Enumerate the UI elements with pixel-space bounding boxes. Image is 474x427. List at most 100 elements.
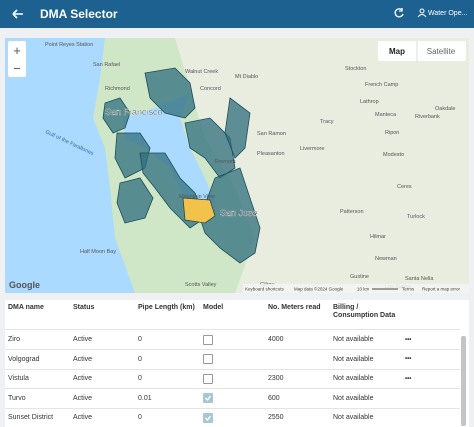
place-label: Newman (375, 256, 397, 262)
status-cell: Active (73, 336, 93, 343)
place-label: Stockton (345, 66, 366, 72)
column-header: DMA name (8, 304, 44, 311)
table-row[interactable]: Volgograd Active 0 Not available ••• (5, 350, 460, 370)
map-data: Map data ©2024 Google (294, 286, 344, 292)
place-label: Richmond (105, 86, 130, 92)
menu-cell[interactable]: ••• (405, 356, 412, 362)
place-label: Fremont (215, 159, 236, 165)
user-icon[interactable] (417, 8, 427, 18)
selected-dma[interactable] (182, 197, 216, 224)
place-label: Scotts Valley (185, 282, 217, 288)
meters-cell: 2300 (268, 375, 284, 382)
place-label: Riverbank (415, 114, 440, 120)
name-cell: Turvo (8, 394, 26, 402)
scrollbar[interactable] (461, 336, 466, 426)
model-checkbox[interactable] (203, 334, 213, 345)
dma-polygons[interactable] (102, 67, 261, 264)
place-label: Mountain View (179, 194, 215, 200)
column-header: Model (203, 304, 224, 311)
place-label: San Rafael (93, 62, 120, 68)
google-logo: Google (9, 280, 40, 290)
satellite-button[interactable]: Satellite (427, 47, 456, 56)
place-label: Ripon (385, 130, 399, 136)
place-label: San Jose (220, 208, 258, 218)
pipe-cell: 0 (138, 375, 142, 382)
back-button[interactable] (12, 9, 23, 19)
model-cell (203, 330, 263, 349)
scale: 10 km (357, 287, 370, 292)
billing-cell: Not available (333, 375, 374, 382)
model-cell (203, 369, 263, 388)
zoom-control: + − (8, 41, 26, 77)
place-label: Turlock (407, 214, 425, 220)
column-header: Status (73, 304, 95, 311)
billing-cell: Not available (333, 414, 374, 421)
name-cell: Vistula (8, 375, 29, 382)
place-label: Oakdale (435, 106, 456, 112)
model-checkbox[interactable] (203, 412, 213, 423)
map[interactable]: Map Satellite + − Point Reyes Station San… (5, 38, 469, 293)
app-bar-icons (12, 8, 427, 19)
model-cell (203, 389, 263, 408)
place-label: Concord (200, 86, 221, 92)
ocean (5, 38, 135, 293)
map-type-control: Map Satellite (378, 41, 466, 61)
place-label: Lathrop (360, 99, 379, 105)
terms[interactable]: Terms (402, 287, 415, 292)
meters-cell: 2550 (268, 414, 284, 421)
pipe-cell: 0 (138, 355, 142, 363)
zoom-in[interactable]: + (13, 43, 21, 58)
place-label: Hilmar (370, 234, 386, 240)
status-cell: Active (73, 394, 93, 402)
user-name[interactable]: Water Ope... (428, 10, 468, 17)
billing-cell: Not available (333, 394, 374, 402)
model-cell (203, 350, 263, 369)
place-label: Santa Nella (405, 276, 434, 282)
menu-cell[interactable]: ••• (405, 336, 412, 343)
place-label: Mt Diablo (235, 74, 258, 80)
model-checkbox[interactable] (203, 373, 213, 384)
zoom-out[interactable]: − (13, 61, 21, 76)
shortcuts[interactable]: Keyboard shortcuts (245, 287, 285, 292)
header-row: DMA name Status Pipe Length (km) Model No. M… (5, 300, 460, 330)
place-label: San Francisco (105, 107, 163, 117)
table-row[interactable]: Ziro Active 0 4000 Not available ••• (5, 330, 460, 350)
place-label: Pleasanton (257, 151, 285, 157)
place-label: Ceres (397, 184, 412, 190)
pipe-cell: 0 (138, 414, 142, 421)
app-bar: DMA Selector Water Ope... (0, 0, 474, 28)
place-label: Gustine (350, 274, 369, 280)
model-checkbox[interactable] (203, 393, 213, 403)
report[interactable]: Report a map error (422, 287, 461, 292)
title: DMA Selector (40, 7, 118, 21)
bay (123, 93, 215, 213)
refresh-button[interactable] (394, 8, 404, 18)
billing-cell: Not available (333, 355, 374, 363)
table-row[interactable]: Vistula Active 0 2300 Not available ••• (5, 369, 460, 389)
menu-cell[interactable]: ••• (405, 375, 412, 382)
name-cell: Ziro (8, 336, 21, 343)
pipe-cell: 0.01 (138, 394, 152, 402)
place-label: Tracy (320, 119, 334, 125)
place-label: Half Moon Bay (80, 249, 116, 255)
map-button[interactable]: Map (389, 47, 405, 56)
table-row[interactable]: Turvo Active 0.01 600 Not available (5, 389, 460, 409)
place-label: Modesto (383, 152, 404, 158)
place-label: Point Reyes Station (45, 42, 93, 48)
status-cell: Active (73, 414, 93, 421)
place-label: Livermore (300, 146, 324, 152)
model-checkbox[interactable] (203, 354, 213, 364)
table-row[interactable]: Sunset District Active 0 2550 Not available (5, 408, 460, 427)
place-label: Walnut Creek (185, 69, 218, 75)
place-label: Patterson (340, 209, 364, 215)
meters-cell: 600 (268, 394, 280, 402)
model-cell (203, 408, 263, 427)
attribution-bar (243, 284, 469, 293)
column-header: No. Meters read (268, 304, 321, 311)
status-cell: Active (73, 355, 93, 363)
place-label: French Camp (365, 82, 398, 88)
pipe-cell: 0 (138, 336, 142, 343)
billing-cell: Not available (333, 336, 374, 343)
valley (175, 38, 469, 293)
